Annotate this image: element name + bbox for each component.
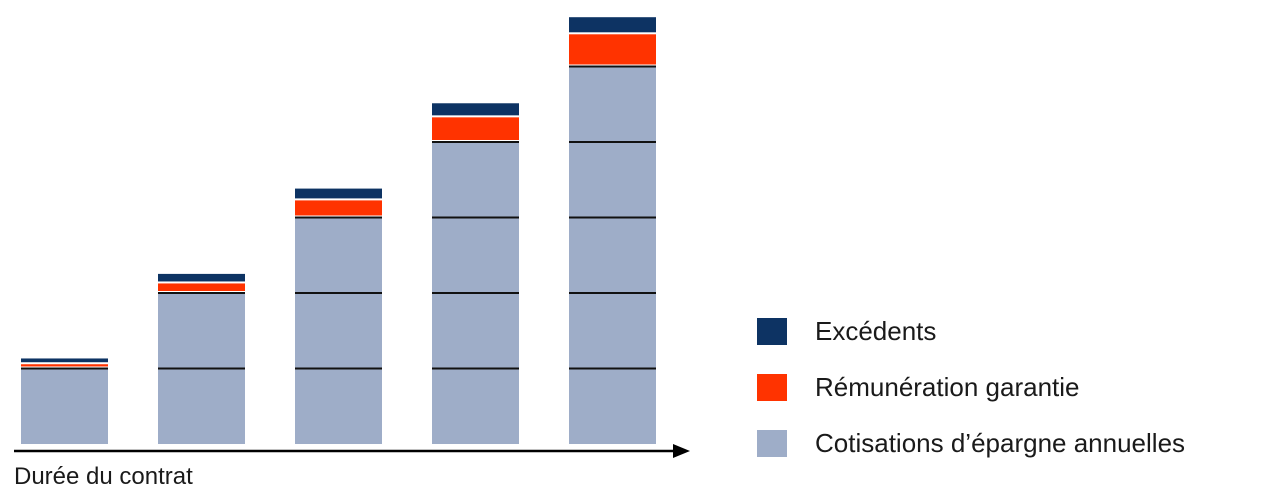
legend: Excédents Rémunération garantie Cotisati…	[757, 303, 1185, 471]
bar-segment-cotisations	[295, 217, 382, 444]
bar-segment-excedents	[21, 358, 108, 363]
x-axis-arrowhead	[673, 444, 690, 458]
bar-segment-remuneration	[21, 364, 108, 367]
legend-swatch-cotisations	[757, 429, 787, 457]
bar-segment-cotisations	[569, 66, 656, 444]
legend-label-excedents: Excédents	[815, 315, 937, 346]
bars-group	[21, 17, 656, 444]
bar-segment-excedents	[432, 103, 519, 116]
bar-segment-excedents	[158, 273, 245, 282]
bar-segment-remuneration	[432, 117, 519, 140]
legend-item-excedents: Excédents	[757, 303, 1185, 359]
x-axis	[14, 444, 690, 458]
x-axis-label: Durée du contrat	[14, 463, 193, 490]
bar-segment-excedents	[295, 188, 382, 199]
legend-swatch-excedents	[757, 317, 787, 345]
legend-label-cotisations: Cotisations d’épargne annuelles	[815, 427, 1186, 458]
bar-segment-cotisations	[21, 368, 108, 444]
bar-segment-remuneration	[569, 34, 656, 65]
bar-segment-excedents	[569, 17, 656, 33]
bar-segment-remuneration	[158, 283, 245, 291]
legend-item-remuneration: Rémunération garantie	[757, 359, 1185, 415]
stacked-bar-chart	[14, 17, 690, 458]
bar-segment-remuneration	[295, 200, 382, 216]
legend-label-remuneration: Rémunération garantie	[815, 371, 1080, 402]
legend-swatch-remuneration	[757, 373, 787, 401]
legend-item-cotisations: Cotisations d’épargne annuelles	[757, 415, 1185, 471]
